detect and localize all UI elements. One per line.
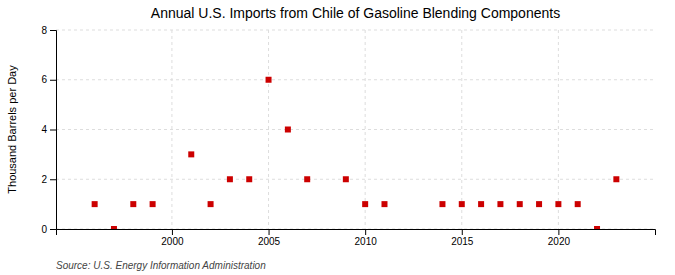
- y-axis: 0 2 4 6 8: [41, 25, 56, 235]
- title: Annual U.S. Imports from Chile of Gasoli…: [151, 5, 560, 21]
- point: [111, 226, 117, 229]
- point: [227, 176, 233, 182]
- axis-line: [57, 230, 656, 236]
- point: [188, 151, 194, 157]
- point: [208, 201, 214, 207]
- tick-mark: [50, 80, 56, 81]
- tick-mark: [50, 229, 56, 230]
- grid-line: [365, 30, 366, 229]
- tick: 8: [41, 25, 56, 36]
- tick: 2010: [355, 229, 378, 247]
- tick: 0: [41, 224, 56, 235]
- point: [536, 201, 542, 207]
- point: [92, 201, 98, 207]
- point: [575, 201, 581, 207]
- point: [613, 176, 619, 182]
- grid-line: [56, 129, 655, 130]
- point: [362, 201, 368, 207]
- tick: 4: [41, 124, 56, 135]
- tick-label: 8: [41, 25, 47, 36]
- grid-line: [56, 30, 655, 31]
- point: [266, 77, 272, 83]
- x-axis: 2000 2005 2010 2015 2020: [57, 229, 656, 247]
- point: [497, 201, 503, 207]
- tick-mark: [462, 229, 463, 235]
- tick: 2005: [258, 229, 281, 247]
- grid: [56, 30, 655, 229]
- tick-label: 2010: [355, 236, 378, 247]
- tick: 2: [41, 174, 56, 185]
- tick-mark: [50, 179, 56, 180]
- grid-line: [171, 30, 172, 229]
- point: [285, 127, 291, 133]
- tick-mark: [50, 30, 56, 31]
- plot-area: 2000 2005 2010 2015 2020 0 2 4 6 8: [41, 25, 655, 247]
- point: [130, 201, 136, 207]
- point: [304, 176, 310, 182]
- point: [478, 201, 484, 207]
- grid-line: [268, 30, 269, 229]
- tick-mark: [172, 229, 173, 235]
- tick-mark: [50, 130, 56, 131]
- point: [150, 201, 156, 207]
- tick: 2015: [451, 229, 474, 247]
- tick: 2020: [548, 229, 571, 247]
- grid-line: [56, 79, 655, 80]
- point: [459, 201, 465, 207]
- marks: [92, 77, 620, 229]
- grid-line: [558, 30, 559, 229]
- tick-mark: [558, 229, 559, 235]
- point: [517, 201, 523, 207]
- point: [594, 226, 600, 229]
- source: Source: U.S. Energy Information Administ…: [56, 260, 266, 271]
- chart: 2000 2005 2010 2015 2020 0 2 4 6 8 Annual U.S. Imp…: [0, 0, 675, 275]
- tick: 6: [41, 74, 56, 85]
- tick-label: 2005: [258, 236, 281, 247]
- point: [381, 201, 387, 207]
- tick-label: 6: [41, 74, 47, 85]
- point: [439, 201, 445, 207]
- tick-label: 0: [41, 224, 47, 235]
- y-axis-label: Thousand Barrels per Day: [6, 65, 18, 194]
- tick-label: 2: [41, 174, 47, 185]
- point: [246, 176, 252, 182]
- tick-mark: [269, 229, 270, 235]
- tick-label: 2020: [548, 236, 571, 247]
- tick-label: 4: [41, 124, 47, 135]
- point: [555, 201, 561, 207]
- tick-label: 2000: [161, 236, 184, 247]
- axis-line: [50, 31, 57, 230]
- point: [343, 176, 349, 182]
- tick: 2000: [161, 229, 184, 247]
- grid-line: [56, 179, 655, 180]
- tick-label: 2015: [451, 236, 474, 247]
- tick-mark: [365, 229, 366, 235]
- grid-line: [461, 30, 462, 229]
